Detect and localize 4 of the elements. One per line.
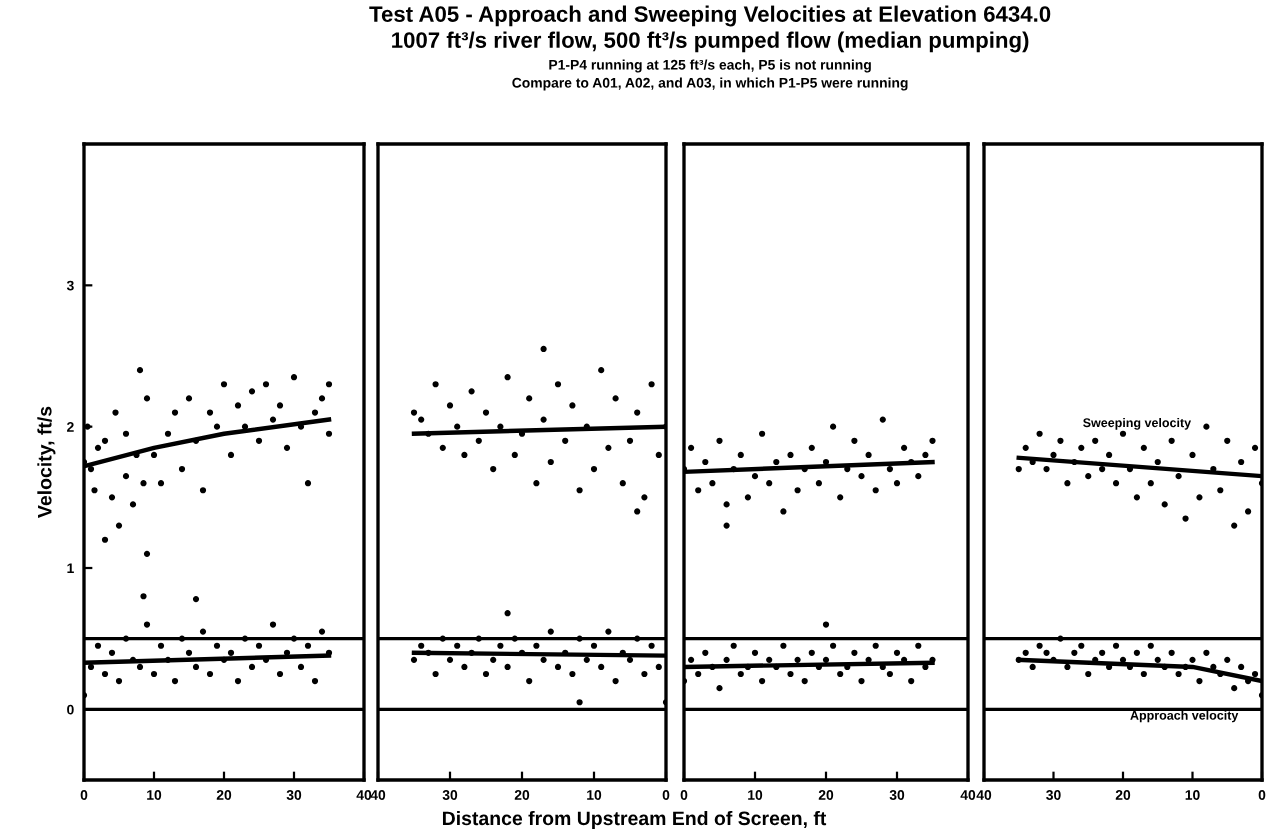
x-axis-title: Distance from Upstream End of Screen, ft <box>442 810 827 830</box>
chart-title: Test A05 - Approach and Sweeping Velocities at Elevation 6434.0 <box>369 5 1051 27</box>
chart-subtitle: 1007 ft³/s river flow, 500 ft³/s pumped flow (median pumping) <box>392 31 1029 53</box>
y-axis-title: Velocity, ft/s <box>37 406 56 518</box>
